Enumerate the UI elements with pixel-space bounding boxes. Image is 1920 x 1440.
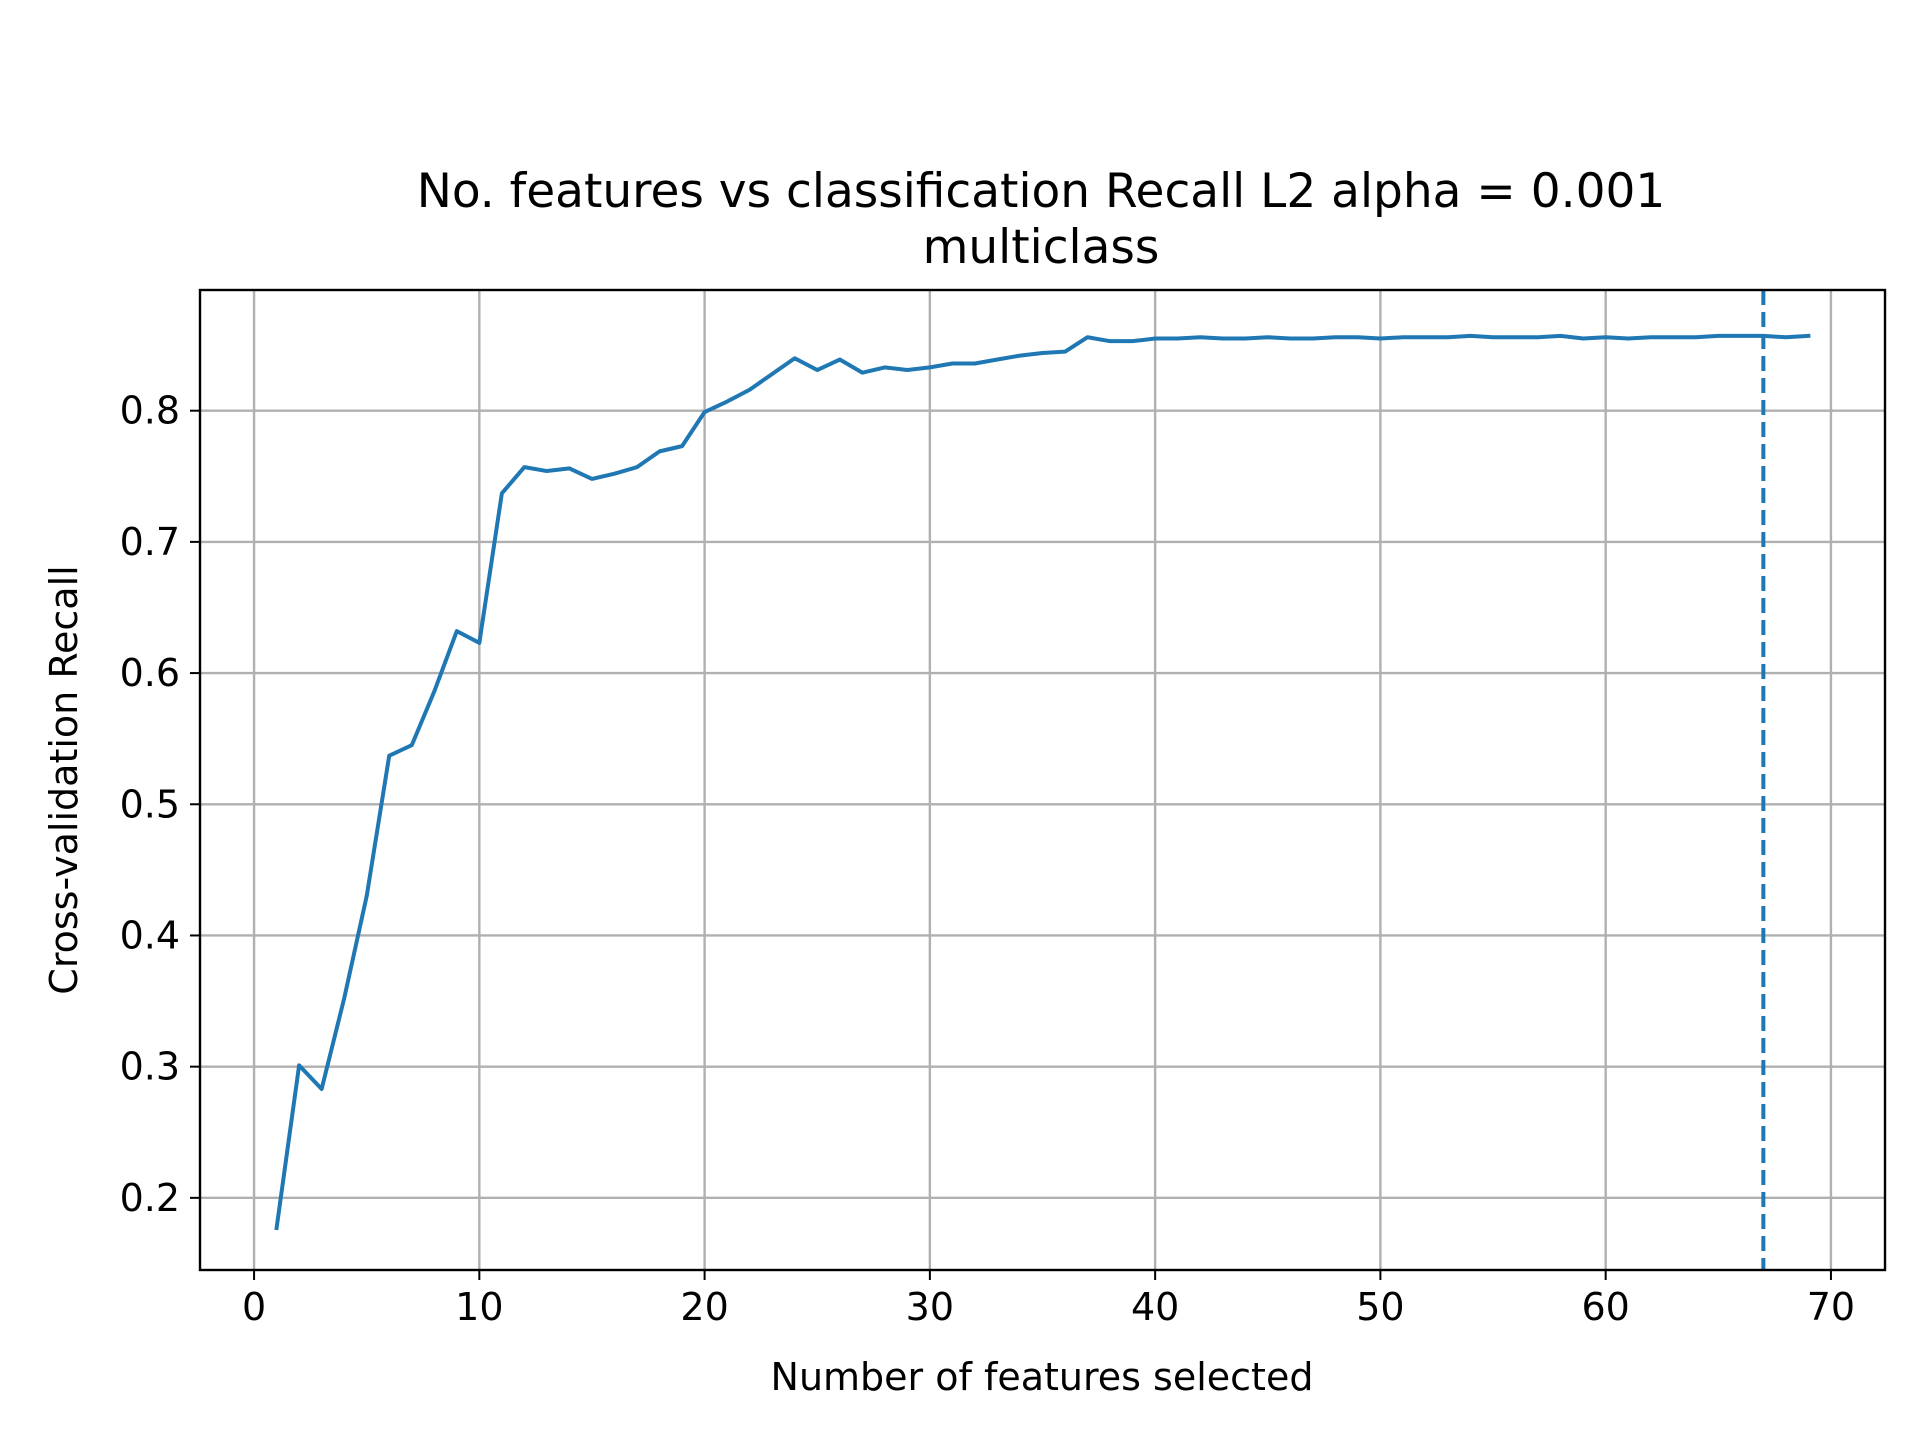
- y-tick-label: 0.6: [120, 651, 180, 695]
- series-line: [274, 333, 1811, 1231]
- series-layer: [274, 290, 1811, 1270]
- plot-frame: [198, 288, 1887, 1272]
- x-tick-label: 60: [1581, 1285, 1629, 1329]
- x-tick-label: 10: [455, 1285, 503, 1329]
- y-tick-label: 0.3: [120, 1045, 180, 1089]
- x-tick-label: 20: [680, 1285, 728, 1329]
- x-tick-label: 70: [1807, 1285, 1855, 1329]
- y-tick-label: 0.2: [120, 1176, 180, 1220]
- axis-ticks: 0 10 20 30 40 50 60 70 0.2 0.3 0.4 0.5 0.6 0.7 0.8: [120, 389, 1856, 1329]
- y-axis-label: Cross-validation Recall: [42, 565, 86, 994]
- y-tick-label: 0.7: [120, 520, 180, 564]
- chart-title: No. features vs classification Recall L2…: [417, 164, 1666, 219]
- chart-subtitle: multiclass: [923, 220, 1160, 275]
- x-tick-label: 50: [1356, 1285, 1404, 1329]
- y-tick-label: 0.8: [120, 389, 180, 433]
- y-tick-label: 0.5: [120, 782, 180, 826]
- x-tick-label: 30: [906, 1285, 954, 1329]
- x-axis-label: Number of features selected: [771, 1355, 1314, 1399]
- y-tick-label: 0.4: [120, 913, 180, 957]
- grid-lines: [200, 290, 1885, 1270]
- x-tick-label: 0: [242, 1285, 266, 1329]
- x-tick-label: 40: [1131, 1285, 1179, 1329]
